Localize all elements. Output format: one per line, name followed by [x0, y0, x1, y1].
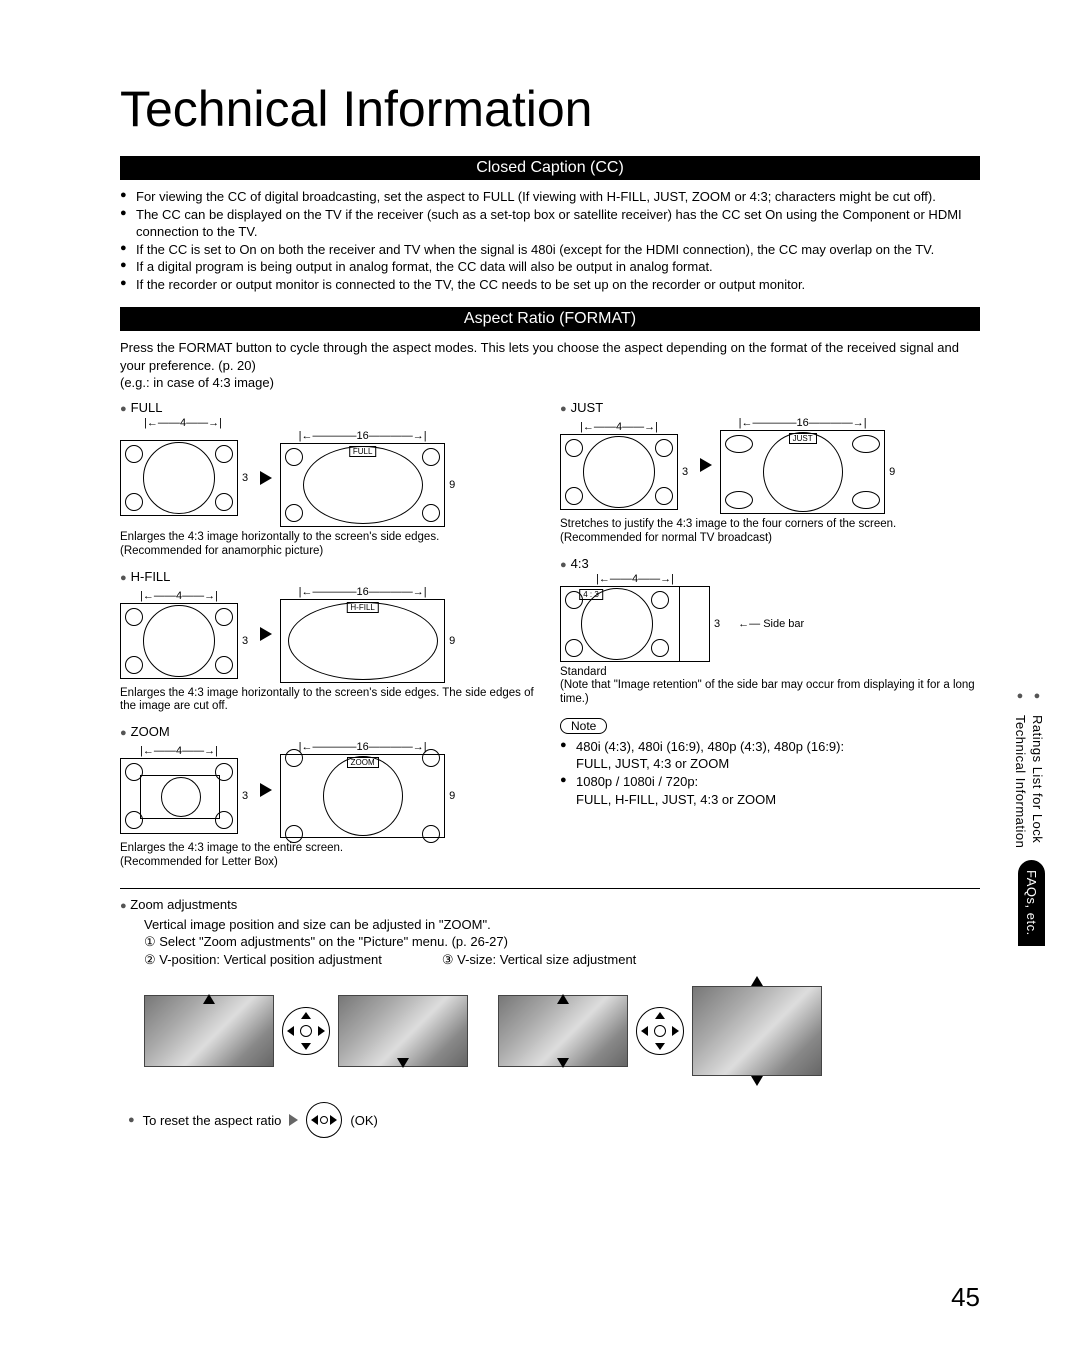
note-bullet-2: 1080p / 1080i / 720p: FULL, H-FILL, JUST… [576, 773, 776, 808]
zoom-adj-step1: ① Select "Zoom adjustments" on the "Pict… [144, 933, 980, 951]
page-title: Technical Information [120, 80, 980, 138]
section-header-cc: Closed Caption (CC) [120, 156, 980, 180]
photo-before [144, 995, 274, 1067]
just-caption: Stretches to justify the 4:3 image to th… [560, 518, 980, 546]
format-intro: Press the FORMAT button to cycle through… [120, 339, 980, 392]
diagram-4-3 [120, 603, 238, 679]
diagram-16-9: FULL [280, 443, 445, 527]
zoom-adj-line1: Vertical image position and size can be … [144, 916, 980, 934]
arrow-icon [700, 458, 712, 472]
diagram-4-3 [120, 440, 238, 516]
note-bullet-1: 480i (4:3), 480i (16:9), 480p (4:3), 480… [576, 738, 844, 773]
side-line-2: Ratings List for Lock [1030, 715, 1045, 848]
page-number: 45 [951, 1282, 980, 1313]
mode-just: ●JUST |←—— 4 ——→| 3 [560, 400, 980, 546]
side-faq: FAQs, etc. [1018, 860, 1045, 946]
note-label: Note [560, 718, 607, 734]
diagram-4-3: 4 : 3 [560, 586, 710, 662]
cc-bullet-4: If a digital program is being output in … [136, 258, 713, 276]
cc-bullet-5: If the recorder or output monitor is con… [136, 276, 805, 294]
std43-caption: Standard (Note that "Image retention" of… [560, 666, 980, 707]
note-block: Note ●480i (4:3), 480i (16:9), 480p (4:3… [560, 717, 980, 808]
hfill-caption: Enlarges the 4:3 image horizontally to t… [120, 687, 540, 715]
mode-zoom: ●ZOOM |←—— 4 ——→| [120, 724, 540, 870]
arrow-icon [260, 471, 272, 485]
arrow-icon [289, 1114, 298, 1126]
cc-bullet-1: For viewing the CC of digital broadcasti… [136, 188, 936, 206]
section-header-format: Aspect Ratio (FORMAT) [120, 307, 980, 331]
dpad-ok-icon [306, 1102, 342, 1138]
cc-bullet-list: ●For viewing the CC of digital broadcast… [120, 188, 980, 293]
diagram-16-9: JUST [720, 430, 885, 514]
reset-ok: (OK) [350, 1113, 377, 1128]
side-tab: ● ● Technical Information Ratings List f… [1013, 690, 1045, 946]
zoom-caption: Enlarges the 4:3 image to the entire scr… [120, 842, 540, 870]
cc-bullet-3: If the CC is set to On on both the recei… [136, 241, 934, 259]
photo-after [338, 995, 468, 1067]
photo-after [692, 986, 822, 1076]
modes-columns: ●FULL |←—— 4 ——→| 3 [120, 400, 980, 880]
diagram-4-3 [120, 758, 238, 834]
page-content: Technical Information Closed Caption (CC… [0, 0, 1080, 1178]
diagram-16-9: H-FILL [280, 599, 445, 683]
arrow-icon [260, 783, 272, 797]
dpad-icon [282, 1007, 330, 1055]
vposition-diagram [144, 976, 468, 1086]
vsize-diagram [498, 976, 822, 1086]
zoom-adj-title: Zoom adjustments [130, 897, 237, 912]
zoom-adj-step3: ③ V-size: Vertical size adjustment [442, 951, 636, 969]
diagram-16-9: ZOOM [280, 754, 445, 838]
diagram-4-3 [560, 434, 678, 510]
mode-full: ●FULL |←—— 4 ——→| 3 [120, 400, 540, 559]
reset-text: To reset the aspect ratio [143, 1113, 282, 1128]
mode-4-3: ●4:3 |←—— 4 ——→| 4 : 3 3 [560, 556, 980, 707]
zoom-adj-step2: ② V-position: Vertical position adjustme… [144, 951, 382, 969]
photo-before [498, 995, 628, 1067]
dpad-icon [636, 1007, 684, 1055]
full-caption: Enlarges the 4:3 image horizontally to t… [120, 531, 540, 559]
cc-bullet-2: The CC can be displayed on the TV if the… [136, 206, 980, 241]
mode-hfill: ●H-FILL |←—— 4 ——→| 3 [120, 569, 540, 715]
side-line-1: Technical Information [1013, 715, 1028, 848]
arrow-icon [260, 627, 272, 641]
